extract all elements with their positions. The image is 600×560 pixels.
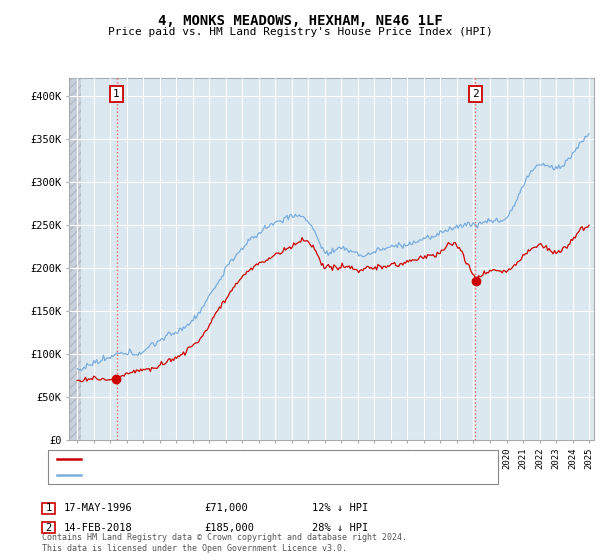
Text: 28% ↓ HPI: 28% ↓ HPI <box>312 522 368 533</box>
Bar <box>69 78 82 440</box>
Text: HPI: Average price, detached house, Northumberland: HPI: Average price, detached house, Nort… <box>87 470 381 480</box>
Text: 2: 2 <box>46 522 52 533</box>
Text: Contains HM Land Registry data © Crown copyright and database right 2024.
This d: Contains HM Land Registry data © Crown c… <box>42 533 407 553</box>
Text: 14-FEB-2018: 14-FEB-2018 <box>64 522 133 533</box>
Text: £185,000: £185,000 <box>204 522 254 533</box>
Text: Price paid vs. HM Land Registry's House Price Index (HPI): Price paid vs. HM Land Registry's House … <box>107 27 493 38</box>
Text: 4, MONKS MEADOWS, HEXHAM, NE46 1LF: 4, MONKS MEADOWS, HEXHAM, NE46 1LF <box>158 14 442 28</box>
Text: £71,000: £71,000 <box>204 503 248 514</box>
Text: 2: 2 <box>472 89 479 99</box>
Text: 17-MAY-1996: 17-MAY-1996 <box>64 503 133 514</box>
Text: 1: 1 <box>46 503 52 514</box>
Text: 4, MONKS MEADOWS, HEXHAM, NE46 1LF (detached house): 4, MONKS MEADOWS, HEXHAM, NE46 1LF (deta… <box>87 454 386 464</box>
Text: 1: 1 <box>113 89 120 99</box>
Text: 12% ↓ HPI: 12% ↓ HPI <box>312 503 368 514</box>
